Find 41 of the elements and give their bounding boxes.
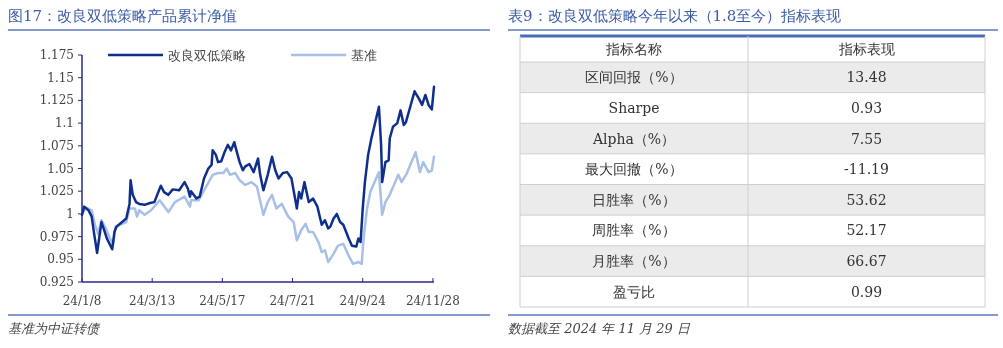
category-label: 最大回撤（%） bbox=[585, 161, 683, 178]
legend-label: 基准 bbox=[351, 48, 377, 63]
y-tick-label: 1.15 bbox=[47, 70, 74, 85]
data-label: 53.62 bbox=[846, 191, 887, 208]
category-label: 月胜率（%） bbox=[592, 253, 676, 270]
y-tick-label: 1.05 bbox=[47, 161, 74, 176]
x-tick-label: 24/3/13 bbox=[129, 294, 176, 308]
x-tick-label: 24/5/17 bbox=[199, 294, 246, 308]
category-label: 盈亏比 bbox=[613, 283, 655, 300]
y-tick-label: 1.1 bbox=[54, 116, 74, 131]
data-label: 52.17 bbox=[846, 222, 887, 239]
text: 指标名称 bbox=[605, 41, 662, 57]
category-label: 日胜率（%） bbox=[592, 191, 676, 208]
data-label: 0.99 bbox=[850, 283, 883, 300]
category-label: Alpha（%） bbox=[591, 130, 676, 147]
category-label: 区间回报（%） bbox=[585, 69, 683, 86]
y-tick-label: 0.95 bbox=[47, 252, 74, 267]
category-label: 周胜率（%） bbox=[592, 222, 676, 239]
text: 基准为中证转债 bbox=[8, 321, 101, 336]
text: 数据截至 2024 年 11 月 29 日 bbox=[508, 321, 691, 336]
legend-label: 改良双低策略 bbox=[168, 48, 246, 63]
y-tick-label: 1.175 bbox=[39, 48, 74, 62]
x-tick-label: 24/1/8 bbox=[62, 294, 102, 308]
y-tick-label: 1.025 bbox=[39, 184, 74, 199]
chart-title: 图17：改良双低策略产品累计净值 bbox=[8, 7, 238, 25]
y-tick-label: 0.975 bbox=[39, 229, 74, 244]
y-tick-label: 1.125 bbox=[39, 93, 74, 108]
data-label: 7.55 bbox=[850, 130, 883, 147]
y-tick-label: 1.075 bbox=[39, 138, 74, 153]
data-label: -11.19 bbox=[844, 161, 889, 178]
category-label: Sharpe bbox=[608, 99, 660, 116]
x-tick-label: 24/7/21 bbox=[269, 294, 316, 308]
data-label: 13.48 bbox=[846, 69, 887, 86]
y-tick-label: 1 bbox=[66, 206, 74, 221]
y-tick-label: 0.925 bbox=[39, 275, 74, 289]
data-label: 0.93 bbox=[850, 99, 883, 116]
x-tick-label: 24/9/24 bbox=[339, 294, 387, 308]
text: 指标表现 bbox=[837, 41, 895, 57]
x-tick-label: 24/11/28 bbox=[405, 294, 460, 308]
data-label: 66.67 bbox=[846, 253, 887, 270]
text: 表9：改良双低策略今年以来（1.8至今）指标表现 bbox=[508, 7, 842, 25]
